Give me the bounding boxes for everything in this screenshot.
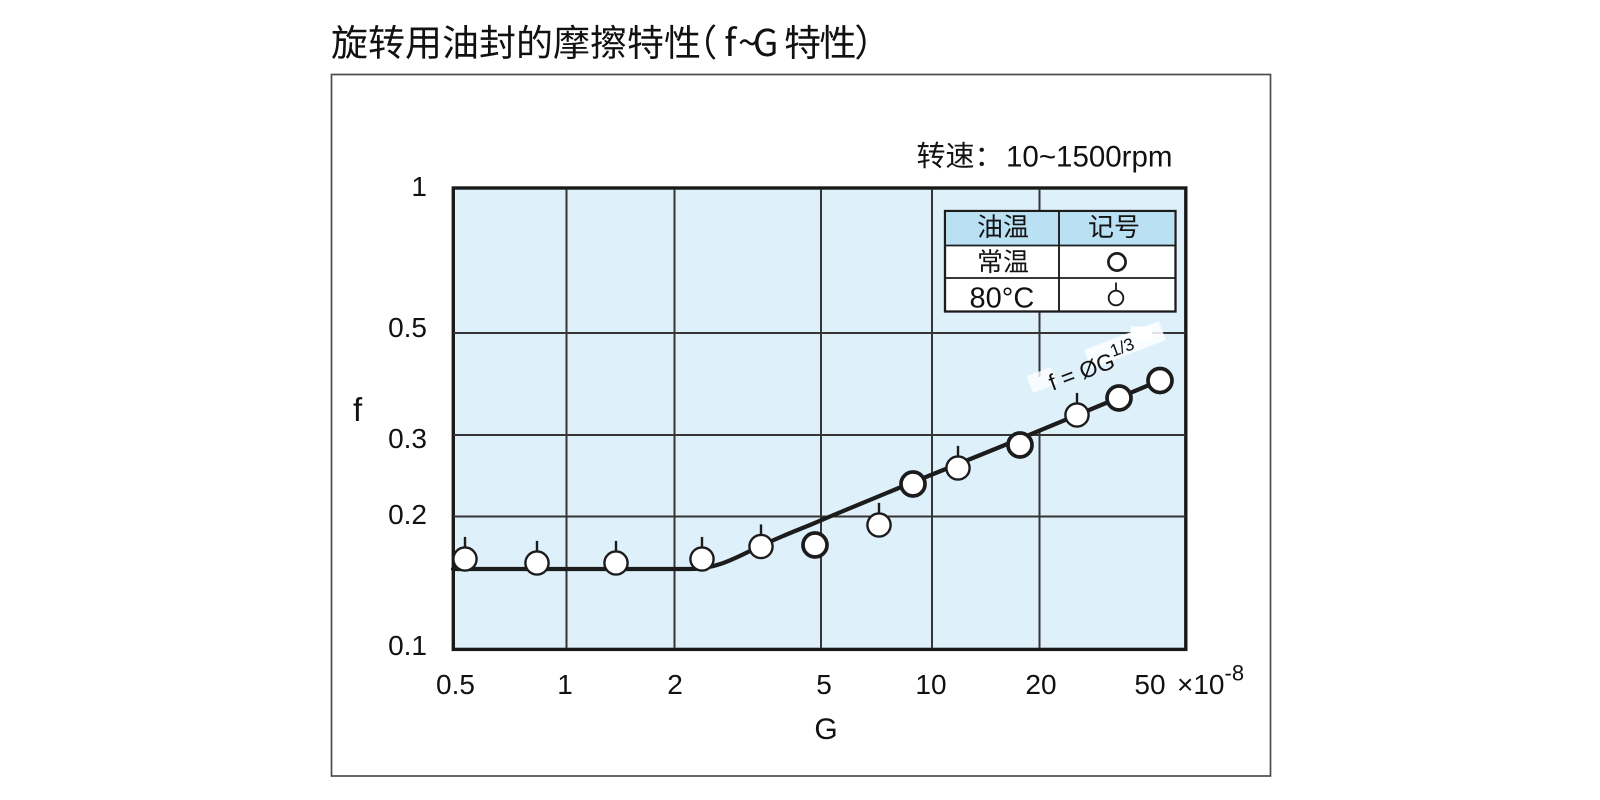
svg-text:10~1500rpm: 10~1500rpm	[1006, 141, 1172, 174]
svg-text:f: f	[353, 391, 363, 428]
svg-text:2: 2	[667, 669, 683, 700]
svg-text:0.5: 0.5	[388, 312, 427, 343]
svg-text:0.2: 0.2	[388, 499, 427, 530]
svg-text:1: 1	[557, 669, 573, 700]
svg-text:0.1: 0.1	[388, 630, 427, 661]
svg-text:5: 5	[816, 669, 832, 700]
svg-text:10: 10	[915, 669, 946, 700]
svg-text:×10-8: ×10-8	[1177, 661, 1244, 701]
svg-text:20: 20	[1025, 669, 1056, 700]
svg-text:1: 1	[411, 171, 427, 202]
svg-text:0.5: 0.5	[436, 669, 475, 700]
svg-text:50: 50	[1134, 669, 1165, 700]
svg-text:0.3: 0.3	[388, 423, 427, 454]
svg-text:80°C: 80°C	[970, 283, 1035, 315]
svg-text:G: G	[814, 713, 837, 746]
